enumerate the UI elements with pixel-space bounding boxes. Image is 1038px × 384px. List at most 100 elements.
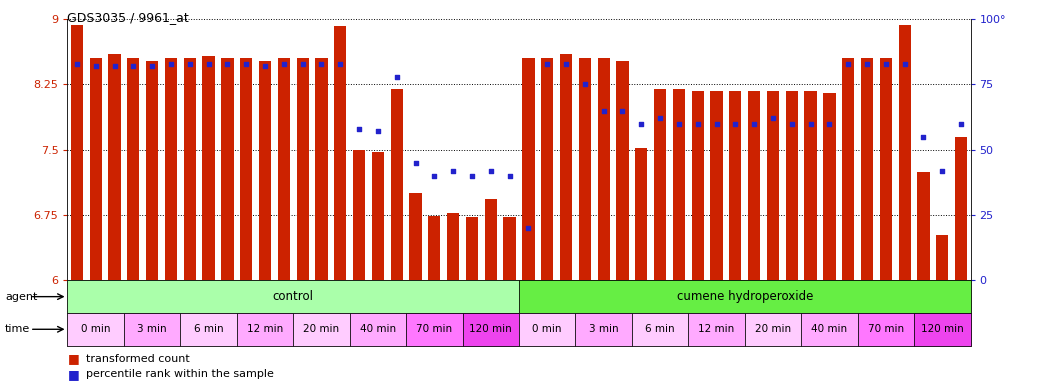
Bar <box>522 58 535 280</box>
Bar <box>730 91 741 280</box>
Point <box>125 63 141 69</box>
Bar <box>165 58 177 280</box>
Point <box>557 61 574 67</box>
Bar <box>823 93 836 280</box>
Point <box>689 121 706 127</box>
Text: ■: ■ <box>67 353 79 366</box>
Bar <box>353 150 365 280</box>
Bar <box>786 91 798 280</box>
Text: agent: agent <box>5 291 37 302</box>
Point <box>802 121 819 127</box>
Bar <box>184 58 196 280</box>
Bar <box>673 89 685 280</box>
Point <box>295 61 311 67</box>
Bar <box>258 61 271 280</box>
Point <box>576 81 593 88</box>
Point <box>916 134 932 140</box>
Point <box>69 61 85 67</box>
Text: 120 min: 120 min <box>921 324 963 334</box>
Text: ■: ■ <box>67 368 79 381</box>
Point <box>407 160 424 166</box>
Text: 40 min: 40 min <box>812 324 847 334</box>
Bar <box>914 313 971 346</box>
Bar <box>899 25 910 280</box>
Bar <box>691 91 704 280</box>
Text: 70 min: 70 min <box>416 324 453 334</box>
Text: transformed count: transformed count <box>86 354 190 364</box>
Bar <box>955 137 967 280</box>
Bar <box>598 58 609 280</box>
Bar <box>519 313 575 346</box>
Point <box>520 225 537 231</box>
Point <box>238 61 254 67</box>
Text: cumene hydroperoxide: cumene hydroperoxide <box>677 290 813 303</box>
Bar <box>918 172 930 280</box>
Bar <box>221 58 234 280</box>
Bar <box>71 25 83 280</box>
Point <box>953 121 969 127</box>
Text: 0 min: 0 min <box>532 324 562 334</box>
Bar <box>804 91 817 280</box>
Bar <box>350 313 406 346</box>
Point <box>445 167 462 174</box>
Bar <box>541 58 553 280</box>
Point <box>671 121 687 127</box>
Bar <box>108 54 120 280</box>
Bar <box>710 91 722 280</box>
Bar <box>485 199 497 280</box>
Bar <box>334 26 347 280</box>
Bar <box>857 313 914 346</box>
Point <box>765 115 782 121</box>
Point <box>182 61 198 67</box>
Point <box>219 61 236 67</box>
Bar <box>466 217 479 280</box>
Bar <box>240 58 252 280</box>
Text: time: time <box>5 324 30 334</box>
Point <box>858 61 875 67</box>
Text: 20 min: 20 min <box>755 324 791 334</box>
Bar <box>936 235 949 280</box>
Bar <box>861 58 873 280</box>
Point <box>840 61 856 67</box>
Bar <box>801 313 857 346</box>
Point <box>483 167 499 174</box>
Point <box>144 63 161 69</box>
Text: 3 min: 3 min <box>589 324 619 334</box>
Bar <box>880 58 892 280</box>
Text: control: control <box>273 290 313 303</box>
Text: 6 min: 6 min <box>646 324 675 334</box>
Bar <box>372 152 384 280</box>
Bar <box>654 89 666 280</box>
Point <box>652 115 668 121</box>
Bar <box>503 217 516 280</box>
Point <box>256 63 273 69</box>
Point <box>727 121 743 127</box>
Point <box>877 61 894 67</box>
Text: 120 min: 120 min <box>469 324 512 334</box>
Point <box>313 61 330 67</box>
Bar <box>67 280 519 313</box>
Bar <box>297 58 308 280</box>
Bar <box>745 313 801 346</box>
Bar <box>181 313 237 346</box>
Point <box>934 167 951 174</box>
Bar <box>237 313 294 346</box>
Bar <box>278 58 290 280</box>
Point <box>539 61 555 67</box>
Point <box>200 61 217 67</box>
Bar <box>447 213 459 280</box>
Bar <box>463 313 519 346</box>
Point <box>821 121 838 127</box>
Point <box>897 61 913 67</box>
Point <box>596 108 612 114</box>
Bar <box>89 58 102 280</box>
Point <box>275 61 292 67</box>
Bar <box>202 56 215 280</box>
Bar <box>124 313 181 346</box>
Text: 12 min: 12 min <box>247 324 283 334</box>
Bar <box>579 58 591 280</box>
Bar <box>429 216 440 280</box>
Bar <box>519 280 971 313</box>
Point <box>163 61 180 67</box>
Point <box>614 108 631 114</box>
